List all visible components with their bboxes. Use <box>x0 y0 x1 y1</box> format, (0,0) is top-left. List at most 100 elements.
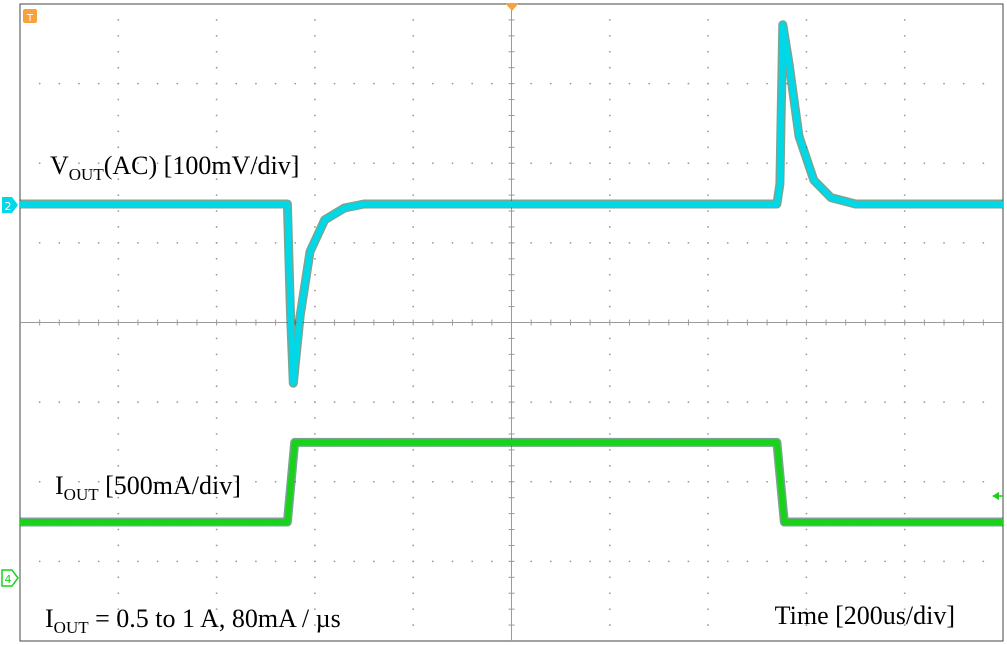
grid-dot <box>78 480 80 483</box>
grid-dot <box>156 241 159 244</box>
grid-dot <box>215 512 218 515</box>
grid-dot <box>628 82 631 85</box>
grid-dot <box>962 560 965 563</box>
grid-dot <box>864 560 867 563</box>
grid-dot <box>117 210 120 212</box>
grid-dot <box>255 162 257 165</box>
grid-dot <box>117 66 120 69</box>
grid-dot <box>648 560 651 563</box>
grid-dot <box>490 560 493 563</box>
grid-dot <box>687 162 690 165</box>
grid-dot <box>707 337 709 340</box>
grid-dot <box>294 560 297 563</box>
grid-dot <box>117 194 120 197</box>
grid-dot <box>314 353 316 356</box>
grid-dot <box>608 210 611 212</box>
grid-dot <box>117 178 120 181</box>
grid-dot <box>608 82 611 85</box>
grid-dot <box>156 82 159 85</box>
grid-dot <box>97 82 100 85</box>
grid-dot <box>746 560 749 563</box>
grid-dot <box>97 162 100 165</box>
grid-dot <box>235 82 238 85</box>
grid-dot <box>215 592 218 595</box>
grid-dot <box>530 162 533 165</box>
grid-dot <box>805 178 808 181</box>
grid-dot <box>687 401 690 404</box>
grid-dot <box>628 401 631 404</box>
grid-dot <box>412 19 415 21</box>
grid-dot <box>805 528 808 531</box>
grid-dot <box>255 560 257 563</box>
grid-dot <box>372 82 375 85</box>
grid-dot <box>274 241 277 244</box>
grid-dot <box>903 34 906 37</box>
grid-dot <box>569 401 572 404</box>
grid-dot <box>471 480 474 483</box>
grid-dot <box>176 241 179 244</box>
grid-dot <box>608 433 611 435</box>
grid-dot <box>333 241 336 244</box>
grid-dot <box>412 464 415 467</box>
grid-dot <box>117 496 120 499</box>
grid-dot <box>215 50 218 53</box>
grid-dot <box>117 50 120 53</box>
grid-dot <box>746 162 749 165</box>
grid-dot <box>884 162 886 165</box>
grid-dot <box>648 82 651 85</box>
grid-dot <box>372 162 375 165</box>
grid-dot <box>215 114 218 117</box>
grid-dot <box>608 496 611 499</box>
grid-dot <box>805 98 808 101</box>
grid-dot <box>314 433 316 435</box>
grid-dot <box>884 480 886 483</box>
grid-dot <box>687 480 690 483</box>
grid-dot <box>608 19 611 21</box>
grid-dot <box>176 480 179 483</box>
grid-dot <box>903 305 906 308</box>
grid-dot <box>549 401 552 404</box>
grid-dot <box>530 560 533 563</box>
grid-dot <box>117 544 120 547</box>
grid-dot <box>844 480 847 483</box>
grid-dot <box>412 226 415 228</box>
grid-dot <box>805 130 808 133</box>
grid-dot <box>707 241 709 244</box>
grid-dot <box>314 401 316 404</box>
grid-dot <box>805 353 808 356</box>
grid-dot <box>58 401 61 404</box>
grid-dot <box>412 98 415 101</box>
grid-dot <box>608 241 611 244</box>
grid-dot <box>608 257 611 260</box>
grid-dot <box>294 162 297 165</box>
grid-dot <box>707 353 709 356</box>
grid-dot <box>431 241 434 244</box>
grid-dot <box>707 528 709 531</box>
grid-dot <box>785 560 788 563</box>
grid-dot <box>412 34 415 37</box>
grid-dot <box>549 162 552 165</box>
grid-dot <box>97 480 100 483</box>
grid-dot <box>805 608 808 611</box>
grid-dot <box>707 19 709 21</box>
grid-dot <box>805 226 808 228</box>
grid-dot <box>707 226 709 228</box>
grid-dot <box>314 528 316 531</box>
grid-dot <box>314 194 316 197</box>
iout-label: IOUT [500mA/div] <box>55 471 241 504</box>
grid-dot <box>78 560 80 563</box>
grid-dot <box>215 337 218 340</box>
grid-dot <box>215 98 218 101</box>
grid-dot <box>314 560 316 563</box>
grid-dot <box>235 241 238 244</box>
grid-dot <box>431 401 434 404</box>
grid-dot <box>451 401 454 404</box>
grid-dot <box>117 337 120 340</box>
grid-dot <box>215 385 218 388</box>
grid-dot <box>372 401 375 404</box>
grid-dot <box>805 401 808 404</box>
grid-dot <box>235 560 238 563</box>
grid-dot <box>825 82 827 85</box>
grid-dot <box>215 560 218 563</box>
grid-dot <box>608 544 611 547</box>
